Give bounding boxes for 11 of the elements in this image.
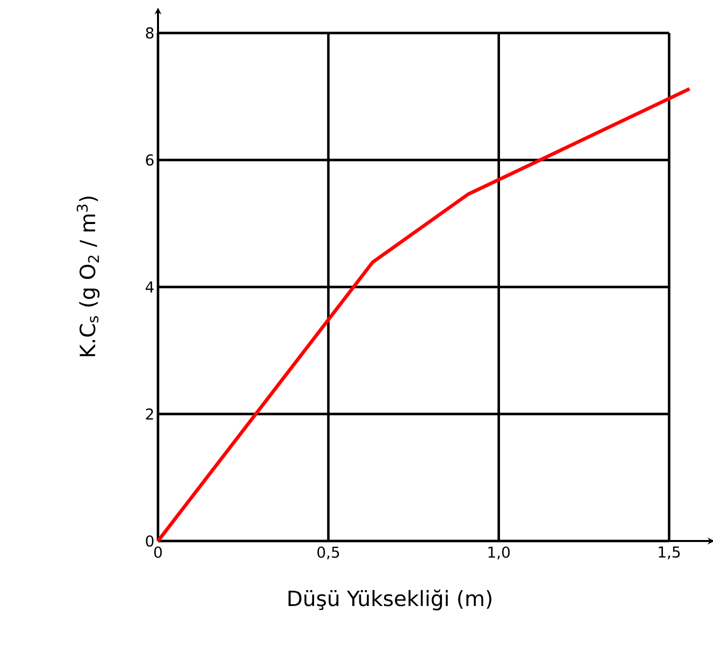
y-tick-label: 0 bbox=[146, 535, 154, 547]
x-tick-label: 1,5 bbox=[658, 546, 680, 560]
x-axis-title: Düşü Yüksekliği (m) bbox=[288, 590, 492, 610]
y-tick-label: 4 bbox=[146, 282, 154, 292]
y-tick-label: 8 bbox=[146, 27, 154, 39]
x-tick-label: 0,5 bbox=[317, 546, 339, 560]
y-axis-title: K.C$_{s}$ (g O$_{2}$ / m$^{3}$) bbox=[76, 196, 100, 356]
y-tick-label: 6 bbox=[146, 154, 154, 166]
x-tick-label: 1,0 bbox=[488, 546, 510, 560]
x-tick-label: 0 bbox=[154, 546, 162, 558]
y-tick-label: 2 bbox=[146, 408, 153, 420]
